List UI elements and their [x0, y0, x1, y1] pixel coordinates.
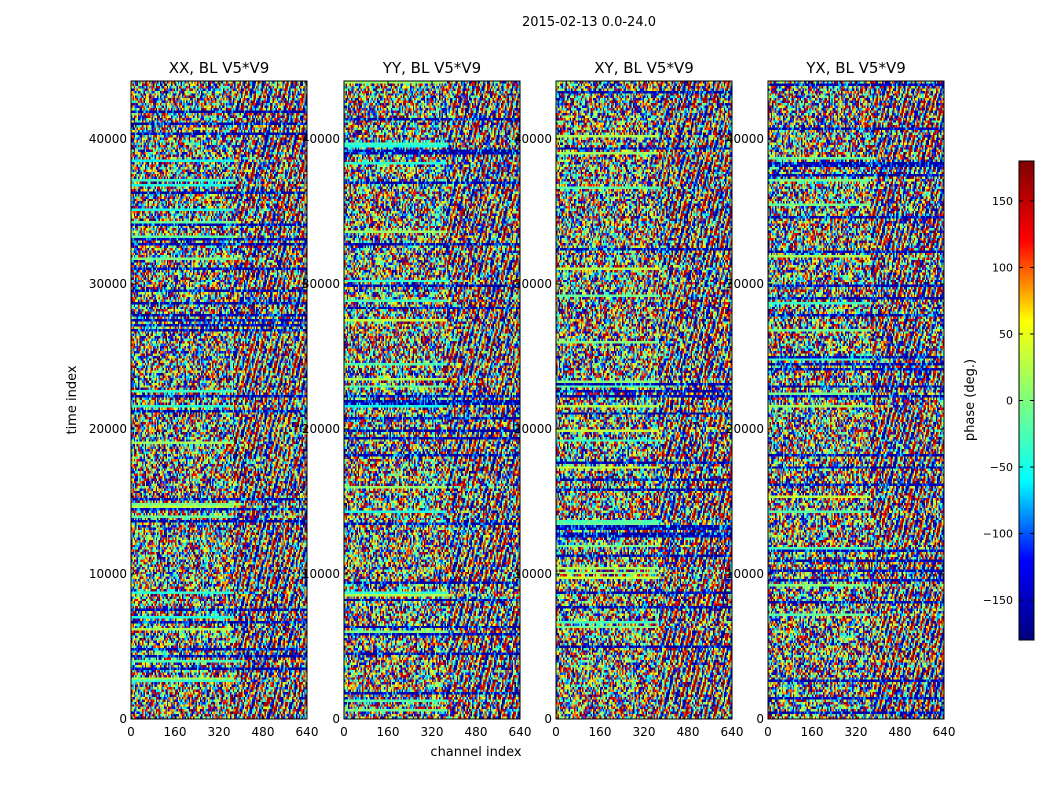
panel-title: YX, BL V5*V9: [805, 59, 906, 77]
colorbar-tick-label: 0: [1006, 395, 1013, 408]
heatmap-image: [768, 81, 944, 719]
x-tick-label: 640: [933, 725, 956, 739]
y-tick-label: 0: [756, 712, 764, 726]
x-tick-label: 160: [164, 725, 187, 739]
y-tick-label: 40000: [514, 132, 552, 146]
x-tick-label: 320: [845, 725, 868, 739]
y-tick-label: 40000: [89, 132, 127, 146]
x-axis-label: channel index: [430, 745, 521, 760]
colorbar-tick-label: 150: [992, 195, 1013, 208]
y-tick-label: 20000: [726, 422, 764, 436]
y-tick-label: 30000: [514, 277, 552, 291]
x-tick-label: 480: [889, 725, 912, 739]
y-tick-label: 10000: [726, 567, 764, 581]
y-tick-label: 20000: [514, 422, 552, 436]
heatmap-panel: YX, BL V5*V9 0 160 320 480 640 0 10000 20000 3000…: [726, 59, 956, 739]
y-tick-label: 0: [119, 712, 127, 726]
x-tick-label: 640: [509, 725, 532, 739]
y-tick-label: 20000: [302, 422, 340, 436]
colorbar: 150 100 50 0 −50 −100 −150 phase (deg.): [963, 160, 1035, 641]
colorbar-tick-label: −50: [990, 461, 1013, 474]
panel-title: XY, BL V5*V9: [594, 59, 694, 77]
x-tick-label: 160: [801, 725, 824, 739]
y-tick-label: 30000: [726, 277, 764, 291]
colorbar-ticks: 150 100 50 0 −50 −100 −150: [983, 195, 1034, 607]
colorbar-tick-label: −100: [983, 528, 1013, 541]
heatmap-image: [556, 81, 732, 719]
y-tick-label: 0: [544, 712, 552, 726]
y-tick-label: 20000: [89, 422, 127, 436]
x-tick-label: 320: [421, 725, 444, 739]
heatmap-panel: YY, BL V5*V9 0 160 320 480 640 0 10000 20000 3000…: [302, 59, 532, 739]
x-tick-label: 160: [589, 725, 612, 739]
colorbar-label: phase (deg.): [963, 359, 978, 441]
x-tick-label: 160: [377, 725, 400, 739]
y-tick-label: 10000: [89, 567, 127, 581]
colorbar-tick-label: 100: [992, 261, 1013, 274]
colorbar-tick-label: −150: [983, 594, 1013, 607]
panels-group: XX, BL V5*V9 0 160 320 480 640 0 10000 20000 3000…: [89, 59, 956, 739]
x-tick-label: 0: [764, 725, 772, 739]
panel-title: XX, BL V5*V9: [169, 59, 270, 77]
y-tick-label: 10000: [514, 567, 552, 581]
x-tick-label: 0: [552, 725, 560, 739]
heatmap-image: [344, 81, 520, 719]
x-tick-label: 640: [296, 725, 319, 739]
colorbar-tick-label: 50: [999, 328, 1013, 341]
heatmap-image: [131, 81, 307, 719]
y-tick-label: 40000: [302, 132, 340, 146]
y-tick-label: 30000: [89, 277, 127, 291]
x-tick-label: 320: [208, 725, 231, 739]
x-tick-label: 480: [465, 725, 488, 739]
y-tick-label: 40000: [726, 132, 764, 146]
x-tick-label: 0: [127, 725, 135, 739]
figure-suptitle: 2015-02-13 0.0-24.0: [522, 15, 656, 30]
y-tick-label: 30000: [302, 277, 340, 291]
heatmap-panel: XY, BL V5*V9 0 160 320 480 640 0 10000 20000 3000…: [514, 59, 744, 739]
y-axis-label: time index: [65, 365, 80, 434]
x-tick-label: 640: [721, 725, 744, 739]
x-tick-label: 320: [633, 725, 656, 739]
x-tick-label: 480: [252, 725, 275, 739]
heatmap-panel: XX, BL V5*V9 0 160 320 480 640 0 10000 20000 3000…: [89, 59, 319, 739]
y-tick-label: 0: [332, 712, 340, 726]
panel-title: YY, BL V5*V9: [382, 59, 481, 77]
y-tick-label: 10000: [302, 567, 340, 581]
x-tick-label: 480: [677, 725, 700, 739]
x-tick-label: 0: [340, 725, 348, 739]
